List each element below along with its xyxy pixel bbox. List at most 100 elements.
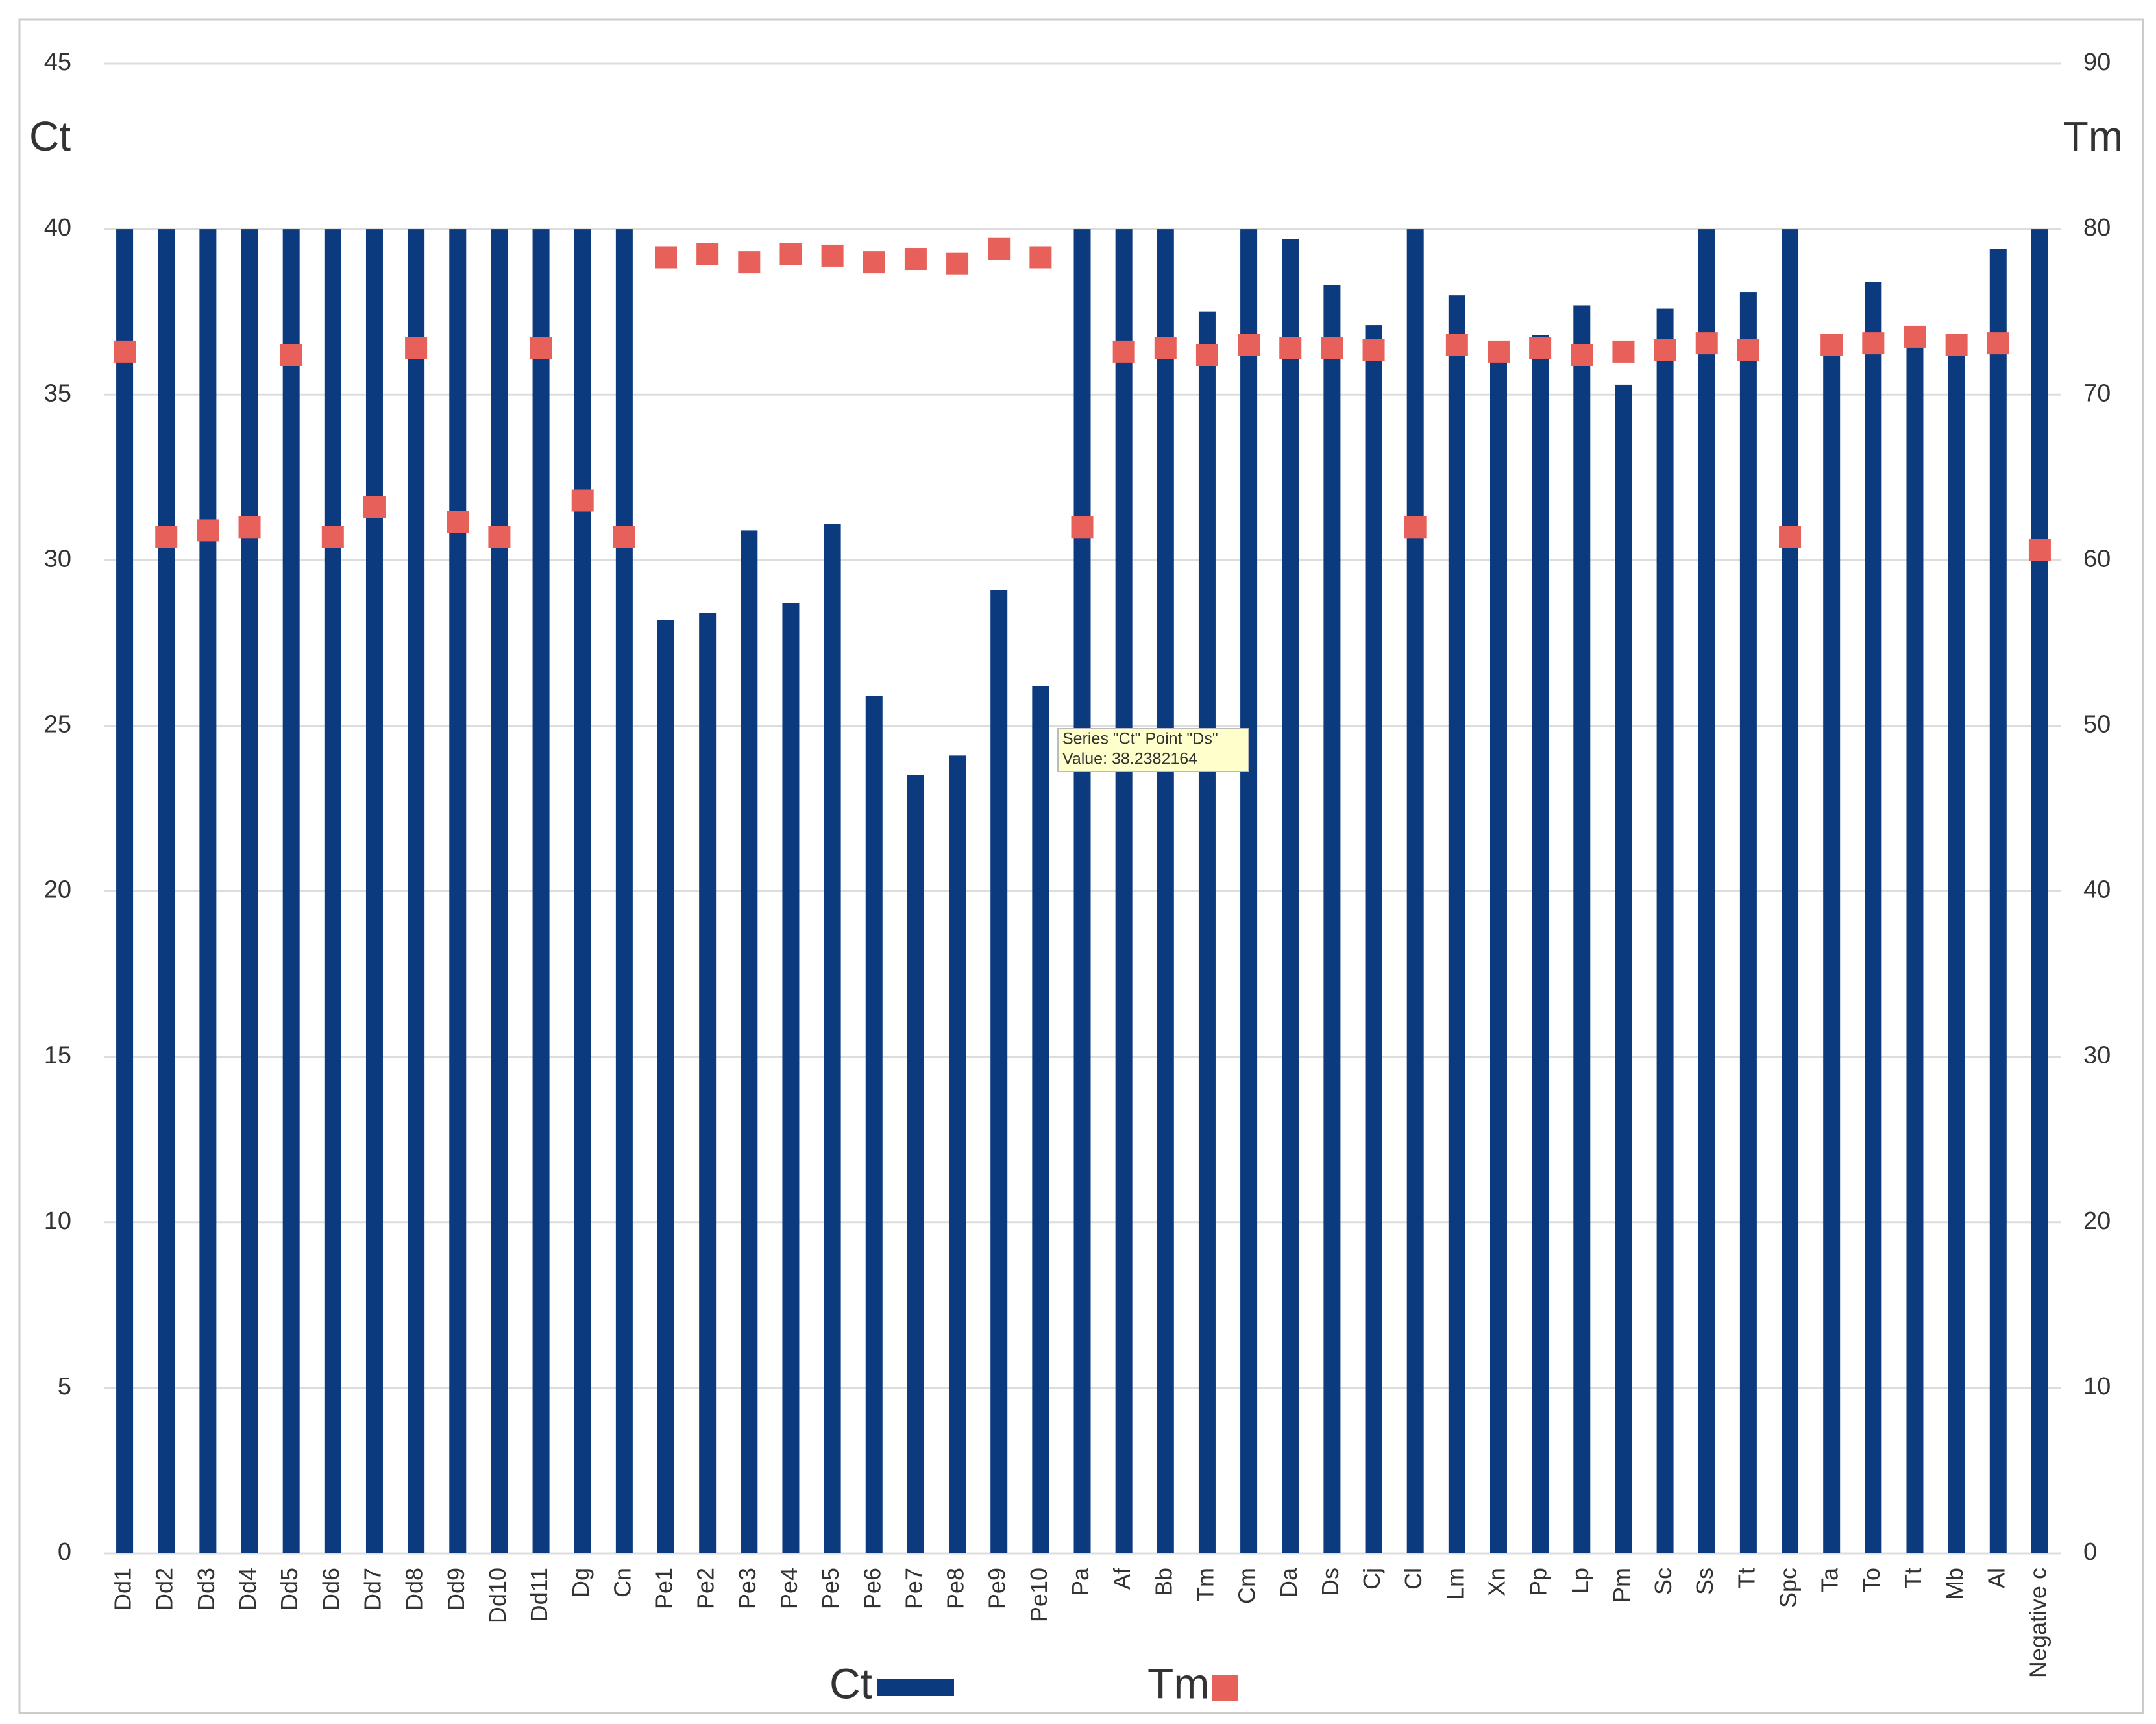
marker bbox=[1779, 526, 1802, 548]
x-tick-label: Lm bbox=[1441, 1568, 1468, 1600]
bar bbox=[1406, 229, 1424, 1554]
bar bbox=[1532, 335, 1549, 1553]
x-tick-label: Mb bbox=[1941, 1568, 1968, 1600]
marker bbox=[1487, 340, 1510, 363]
x-tick-label: Pp bbox=[1525, 1568, 1552, 1596]
x-tick-label: Ta bbox=[1817, 1567, 1843, 1592]
x-tick-label: Lp bbox=[1567, 1568, 1593, 1594]
y-tick-label: 30 bbox=[44, 545, 71, 572]
x-tick-label: Dd11 bbox=[526, 1568, 552, 1621]
y2-axis-title: Tm bbox=[2063, 113, 2123, 160]
marker bbox=[1862, 332, 1885, 355]
bar bbox=[741, 530, 758, 1553]
marker bbox=[488, 526, 511, 548]
x-tick-label: Dd3 bbox=[193, 1568, 219, 1610]
marker bbox=[1529, 337, 1552, 359]
x-tick-label: Dd1 bbox=[110, 1568, 136, 1610]
bar bbox=[408, 229, 425, 1554]
marker bbox=[1029, 246, 1052, 269]
x-tick-label: Dd6 bbox=[317, 1568, 344, 1610]
bar bbox=[1365, 325, 1382, 1553]
bar bbox=[1782, 229, 1799, 1554]
bar bbox=[1198, 311, 1216, 1554]
bar bbox=[699, 613, 717, 1553]
x-tick-label: Ss bbox=[1691, 1568, 1718, 1595]
marker bbox=[1612, 340, 1635, 363]
bar bbox=[324, 229, 341, 1554]
marker bbox=[1445, 334, 1468, 356]
bar bbox=[1823, 345, 1841, 1553]
x-tick-label: Sc bbox=[1650, 1568, 1676, 1595]
x-tick-label: Dd10 bbox=[484, 1568, 511, 1623]
x-tick-label: Pm bbox=[1608, 1568, 1635, 1603]
bar bbox=[158, 229, 175, 1554]
marker bbox=[1154, 337, 1177, 359]
marker bbox=[2028, 539, 2051, 562]
bar bbox=[449, 229, 467, 1554]
y2-tick-label: 30 bbox=[2083, 1042, 2111, 1069]
bar bbox=[1615, 384, 1632, 1553]
y2-tick-label: 70 bbox=[2083, 380, 2111, 407]
y2-tick-label: 20 bbox=[2083, 1208, 2111, 1235]
y2-tick-label: 60 bbox=[2083, 545, 2111, 572]
y-tick-label: 0 bbox=[58, 1538, 71, 1566]
bar bbox=[199, 229, 217, 1554]
y2-tick-label: 80 bbox=[2083, 214, 2111, 241]
x-tick-label: Pe6 bbox=[859, 1568, 885, 1609]
marker bbox=[280, 343, 302, 366]
marker bbox=[1195, 343, 1218, 366]
x-tick-label: Al bbox=[1983, 1568, 2009, 1588]
bar bbox=[1157, 229, 1174, 1554]
marker bbox=[447, 511, 469, 533]
marker bbox=[738, 251, 761, 274]
x-tick-label: Pe7 bbox=[900, 1568, 927, 1609]
y2-tick-label: 90 bbox=[2083, 49, 2111, 76]
bar bbox=[1656, 308, 1674, 1553]
bar bbox=[1865, 282, 1882, 1553]
legend-label: Ct bbox=[829, 1659, 872, 1707]
marker bbox=[405, 337, 428, 359]
marker bbox=[571, 489, 594, 512]
marker bbox=[238, 516, 261, 539]
x-tick-label: Pe8 bbox=[942, 1568, 969, 1609]
x-tick-label: Pe9 bbox=[984, 1568, 1011, 1609]
marker bbox=[197, 519, 219, 542]
bar bbox=[1698, 229, 1715, 1554]
bar bbox=[116, 229, 134, 1554]
x-tick-label: Xn bbox=[1484, 1568, 1510, 1596]
bar bbox=[1073, 229, 1091, 1554]
legend-swatch bbox=[877, 1679, 954, 1696]
y-tick-label: 25 bbox=[44, 710, 71, 738]
y-tick-label: 35 bbox=[44, 380, 71, 407]
marker bbox=[1571, 343, 1593, 366]
x-tick-label: Tt bbox=[1733, 1568, 1759, 1588]
marker bbox=[946, 252, 969, 275]
x-tick-label: Tm bbox=[1192, 1568, 1218, 1601]
x-tick-label: Dd4 bbox=[234, 1568, 261, 1610]
y-tick-label: 15 bbox=[44, 1042, 71, 1069]
bar bbox=[990, 590, 1008, 1553]
bar bbox=[1032, 686, 1049, 1553]
x-tick-label: Cj bbox=[1358, 1568, 1385, 1590]
bar bbox=[1906, 328, 1924, 1554]
y2-tick-label: 0 bbox=[2083, 1538, 2097, 1566]
x-tick-label: Dd5 bbox=[276, 1568, 302, 1610]
y2-tick-label: 40 bbox=[2083, 877, 2111, 904]
x-tick-label: Dd9 bbox=[443, 1568, 469, 1610]
x-tick-label: Cn bbox=[609, 1568, 635, 1597]
x-tick-label: Dg bbox=[567, 1568, 594, 1597]
bar bbox=[657, 620, 675, 1553]
bar bbox=[1448, 295, 1465, 1554]
bar bbox=[2031, 229, 2048, 1554]
bar bbox=[865, 696, 883, 1553]
marker bbox=[1695, 332, 1718, 355]
bar bbox=[532, 229, 550, 1554]
bar bbox=[824, 524, 841, 1553]
legend-label: Tm bbox=[1147, 1659, 1209, 1707]
bar bbox=[1573, 305, 1591, 1554]
x-tick-label: Pa bbox=[1067, 1567, 1094, 1596]
marker bbox=[1279, 337, 1302, 359]
x-tick-label: Pe4 bbox=[776, 1568, 802, 1609]
marker bbox=[1404, 516, 1427, 539]
